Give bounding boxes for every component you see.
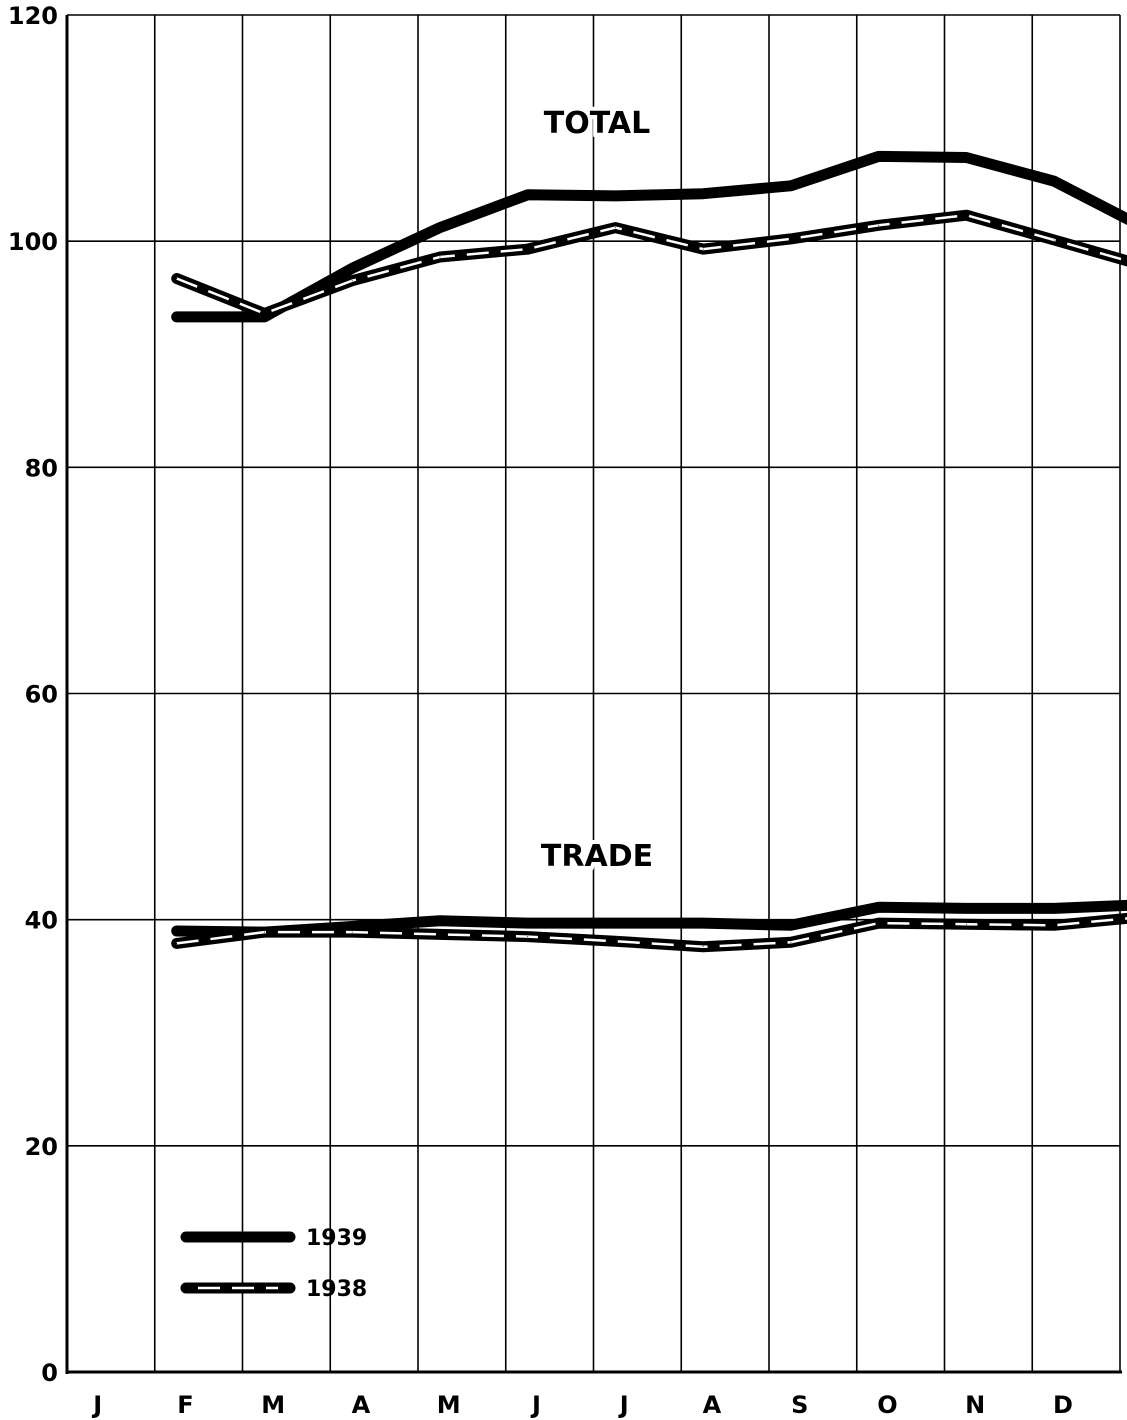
data-point	[614, 227, 616, 229]
x-tick-label: J	[618, 1391, 629, 1419]
series-total-1938	[171, 209, 1127, 319]
data-point	[965, 907, 967, 909]
series	[171, 150, 1127, 953]
data-point	[527, 248, 529, 250]
y-tick-label: 80	[25, 454, 58, 482]
data-point	[351, 931, 353, 933]
legend-label: 1938	[306, 1277, 367, 1302]
data-point	[702, 922, 704, 924]
annotations: TOTAL TRADE	[537, 102, 657, 878]
data-point	[878, 155, 880, 157]
legend-item-1938: 1938	[180, 1277, 367, 1302]
data-point	[439, 933, 441, 935]
data-point	[263, 931, 265, 933]
data-point	[965, 214, 967, 216]
data-point	[790, 185, 792, 187]
annotation-trade: TRADE	[541, 839, 653, 874]
x-tick-label: M	[261, 1391, 285, 1419]
data-point	[702, 193, 704, 195]
legend-label: 1939	[306, 1226, 367, 1251]
y-tick-label: 120	[8, 2, 58, 30]
data-point	[965, 923, 967, 925]
data-point	[790, 924, 792, 926]
x-tick-label: D	[1053, 1391, 1073, 1419]
series-total-1939	[171, 150, 1127, 323]
data-point	[1053, 239, 1055, 241]
data-point	[176, 942, 178, 944]
data-point	[351, 280, 353, 282]
x-tick-label: A	[703, 1391, 722, 1419]
y-tick-label: 40	[25, 907, 58, 935]
x-tick-label: O	[877, 1391, 897, 1419]
data-point	[439, 227, 441, 229]
data-point	[351, 267, 353, 269]
data-point	[878, 224, 880, 226]
data-point	[878, 922, 880, 924]
x-tick-label: S	[791, 1391, 808, 1419]
data-point	[1053, 907, 1055, 909]
x-tick-label: J	[530, 1391, 541, 1419]
data-point	[965, 156, 967, 158]
data-point	[176, 277, 178, 279]
x-tick-label: J	[91, 1391, 102, 1419]
series-line-inner-dash	[176, 213, 1127, 315]
data-point	[527, 936, 529, 938]
data-point	[263, 313, 265, 315]
series-trade-1938	[171, 912, 1127, 953]
data-point	[176, 930, 178, 932]
data-point	[1053, 924, 1055, 926]
data-point	[790, 941, 792, 943]
series-line	[171, 150, 1127, 323]
x-tick-label: F	[177, 1391, 193, 1419]
data-point	[790, 238, 792, 240]
series-line	[171, 209, 1127, 319]
x-tick-label: A	[352, 1391, 371, 1419]
data-point	[702, 248, 704, 250]
data-point	[527, 922, 529, 924]
data-point	[176, 316, 178, 318]
data-point	[439, 256, 441, 258]
data-point	[702, 946, 704, 948]
y-tick-label: 100	[8, 228, 58, 256]
axes: 0 20 40 60 80 100 120 J F M A M J J A S O N D	[8, 2, 1122, 1419]
legend: 1939 1938	[180, 1226, 367, 1302]
data-point	[614, 195, 616, 197]
legend-item-1939: 1939	[180, 1226, 367, 1251]
data-point	[527, 194, 529, 196]
x-tick-label: N	[965, 1391, 985, 1419]
data-point	[439, 920, 441, 922]
annotation-total: TOTAL	[544, 106, 650, 141]
data-point	[614, 922, 616, 924]
y-tick-label: 20	[25, 1133, 58, 1161]
data-point	[614, 940, 616, 942]
series-line-inner-dash	[176, 917, 1127, 949]
x-tick-label: M	[437, 1391, 461, 1419]
y-tick-label: 60	[25, 681, 58, 709]
data-point	[878, 906, 880, 908]
y-tick-label: 0	[41, 1359, 58, 1387]
data-point	[1053, 180, 1055, 182]
